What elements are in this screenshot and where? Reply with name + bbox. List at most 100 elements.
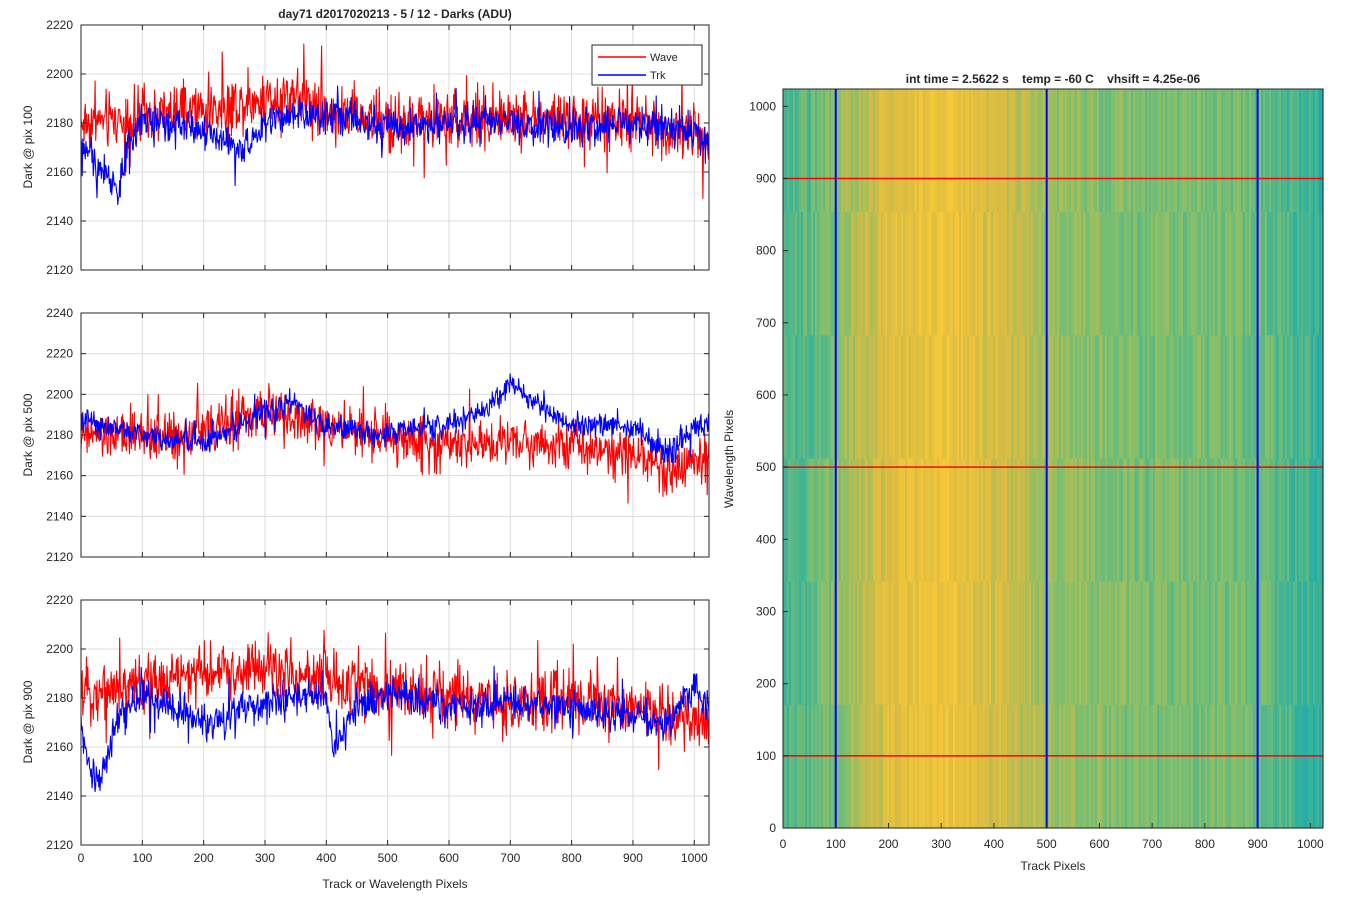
heatmap-cell <box>827 89 830 213</box>
heatmap-cell <box>1137 458 1140 583</box>
heatmap-cell <box>1193 335 1196 460</box>
heatmap-cell <box>1259 89 1262 213</box>
heatmap-cell <box>1043 89 1046 213</box>
heatmap-cell <box>1063 704 1066 829</box>
heatmap-cell <box>921 89 924 213</box>
heatmap-cell <box>1195 335 1198 460</box>
heatmap-cell <box>875 335 878 460</box>
heatmap-cell <box>1103 212 1106 336</box>
heatmap-cell <box>895 458 898 583</box>
heatmap-cell <box>859 458 862 583</box>
heatmap-cell <box>1239 581 1242 706</box>
heatmap-cell <box>983 89 986 213</box>
heatmap-cell <box>1197 581 1200 706</box>
heatmap-cell <box>1197 89 1200 213</box>
heatmap-cell <box>1273 581 1276 706</box>
heatmap-cell <box>1157 212 1160 336</box>
heatmap-cell <box>1267 581 1270 706</box>
heatmap-cell <box>975 335 978 460</box>
heatmap-cell <box>1085 458 1088 583</box>
heatmap-cell <box>1227 458 1230 583</box>
heatmap-cell <box>1231 212 1234 336</box>
heatmap-cell <box>821 89 824 213</box>
heatmap-cell <box>1213 212 1216 336</box>
heatmap-cell <box>1125 458 1128 583</box>
heatmap-cell <box>1203 212 1206 336</box>
heatmap-cell <box>1165 335 1168 460</box>
heatmap-cell <box>837 212 840 336</box>
heatmap-cell <box>1117 458 1120 583</box>
heatmap-cell <box>1013 458 1016 583</box>
heatmap-cell <box>1135 89 1138 213</box>
heatmap-cell <box>905 458 908 583</box>
heatmap-cell <box>1021 89 1024 213</box>
heatmap-cell <box>785 581 788 706</box>
heatmap-cell <box>1293 704 1296 829</box>
heatmap-cell <box>905 335 908 460</box>
heatmap-cell <box>1101 335 1104 460</box>
heatmap-cell <box>1025 89 1028 213</box>
heatmap-cell <box>993 335 996 460</box>
heatmap-cell <box>947 335 950 460</box>
heatmap-cell <box>797 335 800 460</box>
heatmap-cell <box>1101 704 1104 829</box>
heatmap-cell <box>1081 335 1084 460</box>
heatmap-cell <box>1057 335 1060 460</box>
heatmap-cell <box>1069 704 1072 829</box>
heatmap-cell <box>973 335 976 460</box>
heatmap-cell <box>913 335 916 460</box>
heatmap-cell <box>907 212 910 336</box>
heatmap-cell <box>797 212 800 336</box>
heatmap-cell <box>1183 335 1186 460</box>
heatmap-cell <box>1313 89 1316 213</box>
heatmap-cell <box>989 704 992 829</box>
heatmap-cell <box>887 458 890 583</box>
heatmap-cell <box>1009 581 1012 706</box>
heatmap-cell <box>1309 335 1312 460</box>
heatmap-cell <box>865 704 868 829</box>
heatmap-cell <box>847 704 850 829</box>
heatmap-cell <box>1019 704 1022 829</box>
heatmap-cell <box>955 212 958 336</box>
heatmap-cell <box>827 581 830 706</box>
heatmap-cell <box>1223 335 1226 460</box>
heatmap-cell <box>1129 704 1132 829</box>
heatmap-cell <box>1109 581 1112 706</box>
heatmap-cell <box>1067 458 1070 583</box>
heatmap-cell <box>987 704 990 829</box>
heatmap-cell <box>1177 458 1180 583</box>
heatmap-cell <box>1307 704 1310 829</box>
heatmap-cell <box>1273 335 1276 460</box>
heatmap-cell <box>993 212 996 336</box>
heatmap-cell <box>1059 89 1062 213</box>
heatmap-cell <box>1087 335 1090 460</box>
heatmap-cell <box>939 335 942 460</box>
heatmap-cell <box>1127 704 1130 829</box>
heatmap-cell <box>1093 458 1096 583</box>
heatmap-cell <box>1205 212 1208 336</box>
heatmap-cell <box>1165 89 1168 213</box>
heatmap-cell <box>1097 89 1100 213</box>
heatmap-cell <box>921 335 924 460</box>
heatmap-cell <box>1069 581 1072 706</box>
heatmap-cell <box>799 89 802 213</box>
heatmap-cell <box>803 581 806 706</box>
heatmap-cell <box>1301 704 1304 829</box>
heatmap-cell <box>785 335 788 460</box>
heatmap-cell <box>1075 458 1078 583</box>
heatmap-cell <box>1121 581 1124 706</box>
heatmap-cell <box>1267 458 1270 583</box>
y-tick-label: 2220 <box>46 347 73 361</box>
heatmap-cell <box>927 704 930 829</box>
y-tick-label: 2120 <box>46 838 73 852</box>
heatmap-cell <box>923 458 926 583</box>
heatmap-cell <box>1067 704 1070 829</box>
heatmap-cell <box>1315 335 1318 460</box>
y-tick-label: 2240 <box>46 306 73 320</box>
heatmap-cell <box>1265 704 1268 829</box>
heatmap-cell <box>1175 335 1178 460</box>
heatmap-cell <box>841 458 844 583</box>
heatmap-cell <box>1183 212 1186 336</box>
heatmap-cell <box>817 89 820 213</box>
heatmap-cell <box>997 335 1000 460</box>
